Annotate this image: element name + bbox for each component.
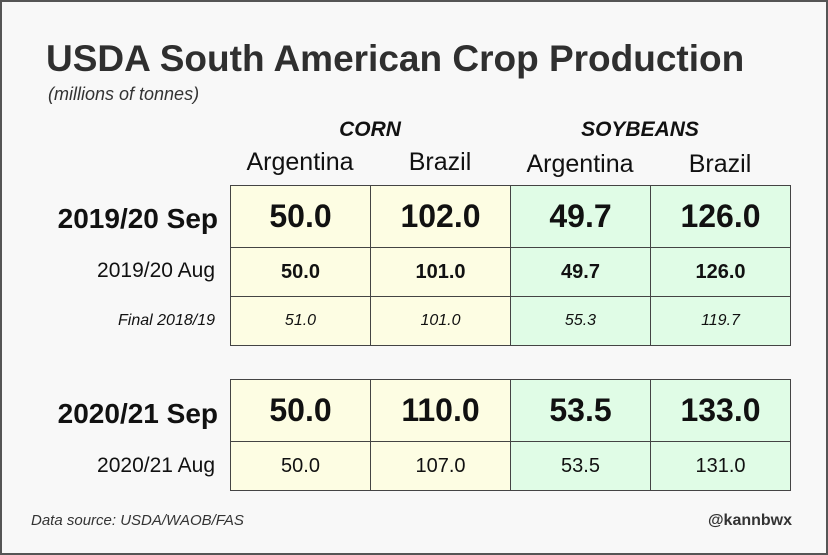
value-cell-row1-soy-brazil: 126.0 (650, 247, 791, 297)
value-cell-row2-soy-argentina: 55.3 (510, 296, 651, 346)
value-cell-row4-soy-argentina: 53.5 (510, 441, 651, 491)
value-cell-row1-corn-brazil: 101.0 (370, 247, 511, 297)
value-cell-row0-corn-argentina: 50.0 (230, 185, 371, 248)
column-header-corn-brazil: Brazil (408, 148, 472, 176)
chart-title: USDA South American Crop Production (46, 38, 745, 79)
value-cell-row0-soy-argentina: 49.7 (510, 185, 651, 248)
value-cell-row0-soy-brazil: 126.0 (650, 185, 791, 248)
value-cell-row3-soy-argentina: 53.5 (510, 379, 651, 442)
author-credit: @kannbwx (707, 512, 792, 529)
value-cell-row2-corn-brazil: 101.0 (370, 296, 511, 346)
value-cell-row3-corn-argentina: 50.0 (230, 379, 371, 442)
row-label-2019-20-aug: 2019/20 Aug (97, 259, 215, 282)
row-label-2020-21-sep: 2020/21 Sep (57, 398, 218, 429)
group-header-corn: CORN (339, 118, 401, 141)
chart-subtitle: (millions of tonnes) (48, 84, 200, 104)
row-label-final-2018-19: Final 2018/19 (118, 312, 215, 329)
value-cell-row2-soy-brazil: 119.7 (650, 296, 791, 346)
row-label-2020-21-aug: 2020/21 Aug (97, 454, 215, 477)
value-cell-row1-corn-argentina: 50.0 (230, 247, 371, 297)
group-header-soybeans: SOYBEANS (581, 118, 699, 141)
column-header-soy-brazil: Brazil (688, 150, 752, 178)
value-cell-row0-corn-brazil: 102.0 (370, 185, 511, 248)
value-cell-row3-soy-brazil: 133.0 (650, 379, 791, 442)
value-cell-row2-corn-argentina: 51.0 (230, 296, 371, 346)
value-cell-row4-corn-brazil: 107.0 (370, 441, 511, 491)
column-header-soy-argentina: Argentina (526, 150, 634, 178)
data-source-note: Data source: USDA/WAOB/FAS (31, 512, 244, 529)
value-cell-row3-corn-brazil: 110.0 (370, 379, 511, 442)
value-cell-row4-soy-brazil: 131.0 (650, 441, 791, 491)
column-header-corn-argentina: Argentina (246, 148, 354, 176)
value-cell-row1-soy-argentina: 49.7 (510, 247, 651, 297)
row-label-2019-20-sep: 2019/20 Sep (57, 203, 218, 234)
value-cell-row4-corn-argentina: 50.0 (230, 441, 371, 491)
